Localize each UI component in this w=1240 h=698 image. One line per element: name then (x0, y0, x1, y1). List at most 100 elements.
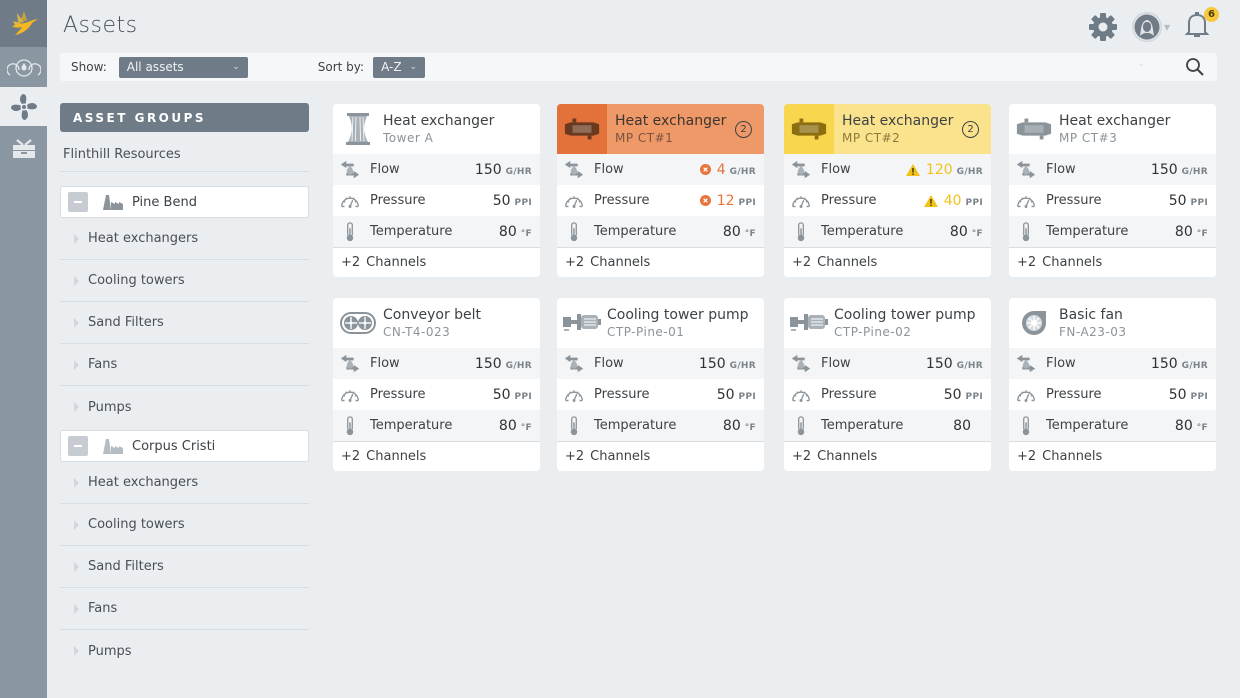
rail-item-assets[interactable] (0, 87, 47, 126)
error-icon (699, 195, 711, 206)
site-categories-corpus-cristi: Heat exchangers Cooling towers Sand Filt… (60, 462, 309, 672)
category-heat-exchangers[interactable]: Heat exchangers (60, 218, 309, 260)
asset-card-fn-a23-03[interactable]: Basic fan FN-A23-03 Flow 150 G/HR Pressure 5… (1009, 298, 1216, 471)
metric-unit: °F (1196, 228, 1208, 239)
metric-unit: G/HR (956, 360, 983, 371)
more-channels-link[interactable]: +2 Channels (1009, 247, 1216, 277)
chevron-down-icon: ⌄ (409, 62, 418, 72)
more-channels-link[interactable]: +2 Channels (557, 441, 764, 471)
search-icon[interactable] (1185, 57, 1205, 77)
bell-icon (1184, 12, 1210, 37)
asset-name: Basic fan (1059, 307, 1123, 323)
more-channels-link[interactable]: +2 Channels (1009, 441, 1216, 471)
metric-value: 150 (698, 355, 726, 372)
card-header: Cooling tower pump CTP-Pine-02 (784, 298, 991, 348)
metric-label: Flow (594, 162, 624, 177)
rail-item-dashboard[interactable] (0, 48, 47, 87)
asset-icon (1009, 298, 1059, 348)
metric-unit: PPI (965, 197, 983, 208)
flow-icon (1015, 159, 1037, 181)
metric-row-flow: Flow 150 G/HR (557, 348, 764, 379)
metric-label: Pressure (821, 193, 877, 208)
asset-card-tower-a[interactable]: Heat exchanger Tower A Flow 150 G/HR Pressu… (333, 104, 540, 277)
cooling-tower-icon (346, 113, 370, 145)
asset-id: CTP-Pine-02 (834, 325, 912, 339)
collapse-icon[interactable] (68, 436, 88, 456)
asset-card-ctp-pine-01[interactable]: Cooling tower pump CTP-Pine-01 Flow 150 G/… (557, 298, 764, 471)
more-channels-link[interactable]: +2 Channels (784, 441, 991, 471)
metric-unit: G/HR (1181, 360, 1208, 371)
channels-count: +2 (565, 449, 585, 464)
metric-value: 4 (716, 161, 726, 178)
metric-row-pressure: Pressure 40 PPI (784, 185, 991, 216)
category-fans[interactable]: Fans (60, 588, 309, 630)
collapse-icon[interactable] (68, 192, 88, 212)
sort-label: Sort by: (317, 60, 365, 74)
metric-unit: °F (971, 228, 983, 239)
metric-label: Pressure (594, 387, 650, 402)
user-menu[interactable]: ▼ (1131, 12, 1170, 42)
channels-label: Channels (366, 449, 427, 464)
gear-icon[interactable] (1088, 12, 1118, 42)
more-channels-link[interactable]: +2 Channels (333, 247, 540, 277)
asset-card-mp-ct-3[interactable]: Heat exchanger MP CT#3 Flow 150 G/HR Pressu… (1009, 104, 1216, 277)
metric-value: 80 (953, 417, 971, 434)
metric-unit: PPI (514, 391, 532, 402)
metric-unit: PPI (738, 391, 756, 402)
category-sand-filters[interactable]: Sand Filters (60, 302, 309, 344)
warning-icon (923, 194, 938, 207)
metric-unit: G/HR (729, 360, 756, 371)
metric-value: 80 (722, 417, 741, 434)
asset-icon (1009, 104, 1059, 154)
asset-card-ctp-pine-02[interactable]: Cooling tower pump CTP-Pine-02 Flow 150 G/… (784, 298, 991, 471)
expand-triangle-icon (74, 646, 79, 656)
flow-icon (790, 353, 812, 375)
category-cooling-towers[interactable]: Cooling towers (60, 504, 309, 546)
asset-groups-panel: ASSET GROUPS Flinthill Resources Pine Be… (60, 103, 309, 672)
asset-id: MP CT#2 (842, 131, 901, 145)
notifications-button[interactable]: 6 (1184, 7, 1219, 44)
pressure-gauge-icon (790, 190, 812, 212)
metric-value: 12 (716, 192, 735, 209)
channels-label: Channels (817, 449, 878, 464)
more-channels-link[interactable]: +2 Channels (333, 441, 540, 471)
metric-label: Pressure (370, 193, 426, 208)
site-pine-bend[interactable]: Pine Bend (60, 186, 309, 218)
pressure-gauge-icon (339, 384, 361, 406)
category-cooling-towers[interactable]: Cooling towers (60, 260, 309, 302)
show-label: Show: (71, 60, 107, 74)
asset-name: Cooling tower pump (834, 307, 976, 323)
toolbox-icon (12, 138, 35, 158)
metric-value: 40 (943, 192, 962, 209)
sort-select[interactable]: A-Z ⌄ (373, 56, 426, 78)
asset-icon (333, 104, 383, 154)
hummingbird-logo-icon[interactable] (0, 0, 47, 47)
metric-value: 50 (716, 386, 735, 403)
category-pumps[interactable]: Pumps (60, 386, 309, 428)
rail-item-tools[interactable] (0, 128, 47, 167)
category-pumps[interactable]: Pumps (60, 630, 309, 672)
category-sand-filters[interactable]: Sand Filters (60, 546, 309, 588)
metric-row-flow: Flow 150 G/HR (333, 154, 540, 185)
card-header: Heat exchanger MP CT#2 2 (784, 104, 991, 154)
dashboard-gauges-icon (6, 58, 41, 77)
asset-name: Heat exchanger (383, 113, 495, 129)
metric-value: 150 (474, 161, 502, 178)
asset-card-mp-ct-1[interactable]: Heat exchanger MP CT#1 2 Flow 4 G/HR Pressu… (557, 104, 764, 277)
sort-select-value: A-Z (381, 60, 402, 74)
more-channels-link[interactable]: +2 Channels (557, 247, 764, 277)
metric-value: 80 (498, 223, 517, 240)
metric-row-pressure: Pressure 50 PPI (557, 379, 764, 410)
metric-unit: PPI (965, 391, 983, 402)
metric-label: Flow (370, 162, 400, 177)
alert-count-badge: 2 (962, 121, 979, 138)
asset-card-cn-t4-023[interactable]: Conveyor belt CN-T4-023 Flow 150 G/HR Press… (333, 298, 540, 471)
asset-card-mp-ct-2[interactable]: Heat exchanger MP CT#2 2 Flow 120 G/HR Pres… (784, 104, 991, 277)
category-heat-exchangers[interactable]: Heat exchangers (60, 462, 309, 504)
thermometer-icon (790, 415, 812, 437)
site-corpus-cristi[interactable]: Corpus Cristi (60, 430, 309, 462)
show-select[interactable]: All assets ⌄ (118, 56, 248, 78)
category-fans[interactable]: Fans (60, 344, 309, 386)
more-channels-link[interactable]: +2 Channels (784, 247, 991, 277)
metric-row-pressure: Pressure 50 PPI (1009, 185, 1216, 216)
